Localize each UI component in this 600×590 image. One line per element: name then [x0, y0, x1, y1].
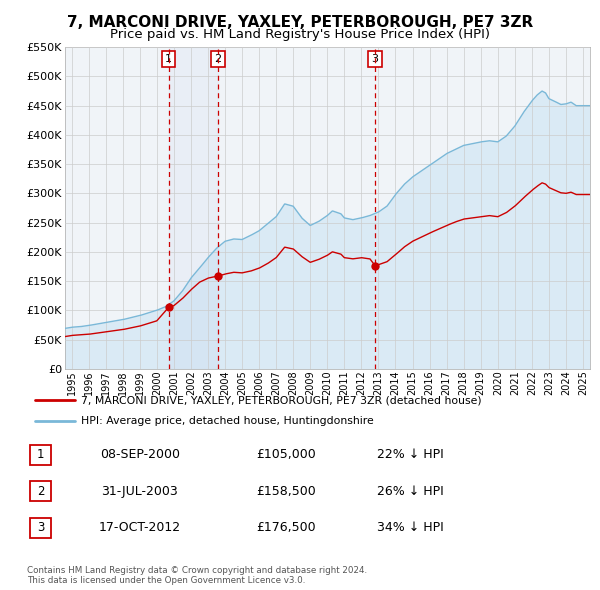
FancyBboxPatch shape — [30, 517, 51, 537]
Text: 1: 1 — [165, 54, 172, 64]
Text: 2: 2 — [37, 484, 44, 498]
Text: 2: 2 — [214, 54, 221, 64]
Text: 7, MARCONI DRIVE, YAXLEY, PETERBOROUGH, PE7 3ZR (detached house): 7, MARCONI DRIVE, YAXLEY, PETERBOROUGH, … — [80, 395, 481, 405]
Text: 31-JUL-2003: 31-JUL-2003 — [101, 484, 178, 498]
Text: 26% ↓ HPI: 26% ↓ HPI — [377, 484, 444, 498]
Text: £158,500: £158,500 — [257, 484, 316, 498]
FancyBboxPatch shape — [30, 481, 51, 501]
Text: 1: 1 — [37, 448, 44, 461]
Text: 08-SEP-2000: 08-SEP-2000 — [100, 448, 180, 461]
FancyBboxPatch shape — [30, 445, 51, 465]
Text: 34% ↓ HPI: 34% ↓ HPI — [377, 521, 444, 534]
Text: HPI: Average price, detached house, Huntingdonshire: HPI: Average price, detached house, Hunt… — [80, 417, 373, 426]
Text: 17-OCT-2012: 17-OCT-2012 — [99, 521, 181, 534]
Text: 7, MARCONI DRIVE, YAXLEY, PETERBOROUGH, PE7 3ZR: 7, MARCONI DRIVE, YAXLEY, PETERBOROUGH, … — [67, 15, 533, 30]
Text: 3: 3 — [371, 54, 379, 64]
Text: £105,000: £105,000 — [257, 448, 316, 461]
Text: 22% ↓ HPI: 22% ↓ HPI — [377, 448, 444, 461]
Text: Price paid vs. HM Land Registry's House Price Index (HPI): Price paid vs. HM Land Registry's House … — [110, 28, 490, 41]
Text: 3: 3 — [37, 521, 44, 534]
Text: £176,500: £176,500 — [257, 521, 316, 534]
Text: Contains HM Land Registry data © Crown copyright and database right 2024.
This d: Contains HM Land Registry data © Crown c… — [27, 566, 367, 585]
Bar — [169, 47, 218, 369]
